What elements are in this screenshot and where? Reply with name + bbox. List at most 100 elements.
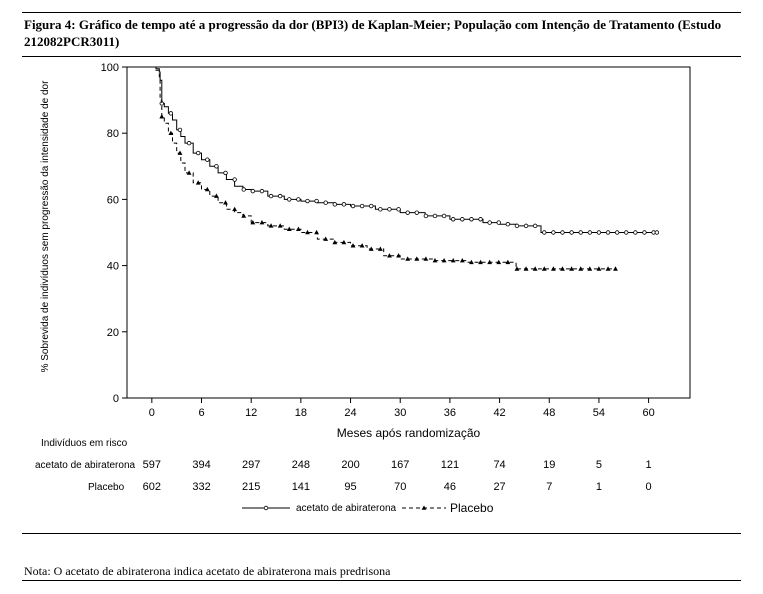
censor-marker [314, 229, 319, 235]
censor-marker [459, 258, 465, 263]
risk-count: 74 [493, 459, 505, 471]
legend-label-abiraterona: acetato de abiraterona [296, 503, 397, 514]
censor-marker [532, 266, 538, 271]
km-curve [151, 66, 657, 233]
censor-marker [633, 230, 638, 235]
risk-row-label: Placebo [88, 482, 125, 493]
censor-marker [542, 230, 547, 235]
risk-count: 1 [646, 459, 652, 471]
risk-count: 602 [143, 481, 161, 493]
censor-marker [614, 230, 620, 235]
footnote: Nota: O acetato de abiraterona indica ac… [24, 564, 391, 578]
censor-marker [287, 197, 292, 202]
censor-marker [268, 193, 274, 199]
censor-marker [569, 266, 575, 271]
censor-marker [295, 226, 301, 231]
censor-marker [396, 253, 401, 258]
censor-marker [341, 202, 347, 207]
censor-marker [368, 246, 374, 251]
note-top-rule [22, 533, 741, 534]
censor-marker [624, 230, 629, 235]
km-curve [151, 66, 616, 270]
legend: acetato de abiraterona Placebo [242, 501, 494, 515]
risk-count: 7 [546, 481, 552, 493]
y-axis-label: % Sobrevida de indivíduos sem progressão… [40, 80, 51, 373]
censor-marker [177, 150, 183, 155]
risk-count: 394 [192, 459, 210, 471]
x-tick-label: 36 [444, 407, 456, 419]
risk-count: 597 [143, 459, 161, 471]
risk-count: 248 [292, 459, 310, 471]
censor-marker [223, 170, 228, 176]
censor-marker [250, 188, 256, 194]
figure-caption: Figura 4: Gráfico de tempo até a progres… [24, 17, 722, 49]
censor-marker [159, 114, 165, 119]
censor-marker [551, 230, 556, 235]
censor-marker [487, 259, 493, 265]
censor-marker [186, 140, 192, 146]
risk-count: 215 [242, 481, 260, 493]
censor-marker [196, 150, 201, 156]
censor-marker [496, 220, 501, 225]
censor-marker [377, 246, 383, 251]
censor-marker [204, 186, 210, 192]
censor-marker [596, 230, 602, 235]
censor-marker [359, 203, 365, 209]
censor-marker [259, 188, 265, 194]
y-tick-label: 60 [107, 194, 119, 206]
series-abiraterona [151, 66, 660, 235]
censor-marker [514, 266, 520, 271]
y-tick-label: 0 [113, 393, 119, 405]
censor-marker [314, 198, 319, 204]
risk-count: 1 [596, 481, 602, 493]
censor-marker [232, 206, 238, 212]
risk-count: 141 [292, 481, 310, 493]
censor-marker [514, 223, 520, 229]
censor-marker [323, 200, 328, 205]
risk-count: 200 [341, 459, 359, 471]
risk-table-title: Indivíduos em risco [41, 438, 128, 449]
censor-marker [587, 266, 593, 271]
risk-count: 167 [391, 459, 409, 471]
censor-marker [505, 222, 511, 227]
censor-marker [177, 127, 183, 133]
censor-marker [550, 266, 556, 271]
risk-count: 46 [444, 481, 456, 493]
series-placebo [151, 66, 618, 271]
series-layer [151, 66, 660, 271]
censor-marker [541, 266, 547, 271]
axes: 0 20 40 60 80 100 0 6 12 18 24 30 36 42 48 54 60 Meses ap… [40, 62, 655, 440]
censor-marker [277, 223, 283, 228]
censor-marker [214, 164, 219, 169]
risk-row-label: acetato de abiraterona [35, 460, 136, 471]
censor-marker [487, 220, 492, 225]
censor-marker [478, 217, 483, 222]
censor-marker [205, 157, 210, 162]
risk-count: 0 [646, 481, 652, 493]
censor-marker [323, 236, 329, 241]
censor-marker [505, 259, 511, 265]
x-tick-label: 30 [394, 407, 406, 419]
censor-marker [441, 258, 447, 263]
censor-marker [523, 266, 529, 271]
censor-marker [350, 243, 356, 248]
censor-marker [469, 217, 474, 222]
legend-marker-abiraterona [263, 505, 269, 511]
censor-marker [214, 193, 219, 198]
censor-marker [451, 217, 456, 222]
x-tick-label: 54 [593, 407, 605, 419]
censor-marker [560, 230, 565, 235]
censor-marker [259, 219, 265, 225]
censor-marker [396, 207, 401, 212]
censor-marker [387, 253, 392, 258]
x-tick-label: 42 [493, 407, 505, 419]
censor-marker [405, 210, 410, 215]
censor-marker [460, 217, 465, 222]
caption-rule [22, 56, 741, 57]
censor-marker [469, 259, 474, 265]
censor-marker [341, 239, 347, 245]
censor-marker [596, 266, 602, 271]
censor-marker [605, 230, 611, 235]
censor-marker [414, 256, 420, 261]
censor-marker [223, 200, 228, 205]
